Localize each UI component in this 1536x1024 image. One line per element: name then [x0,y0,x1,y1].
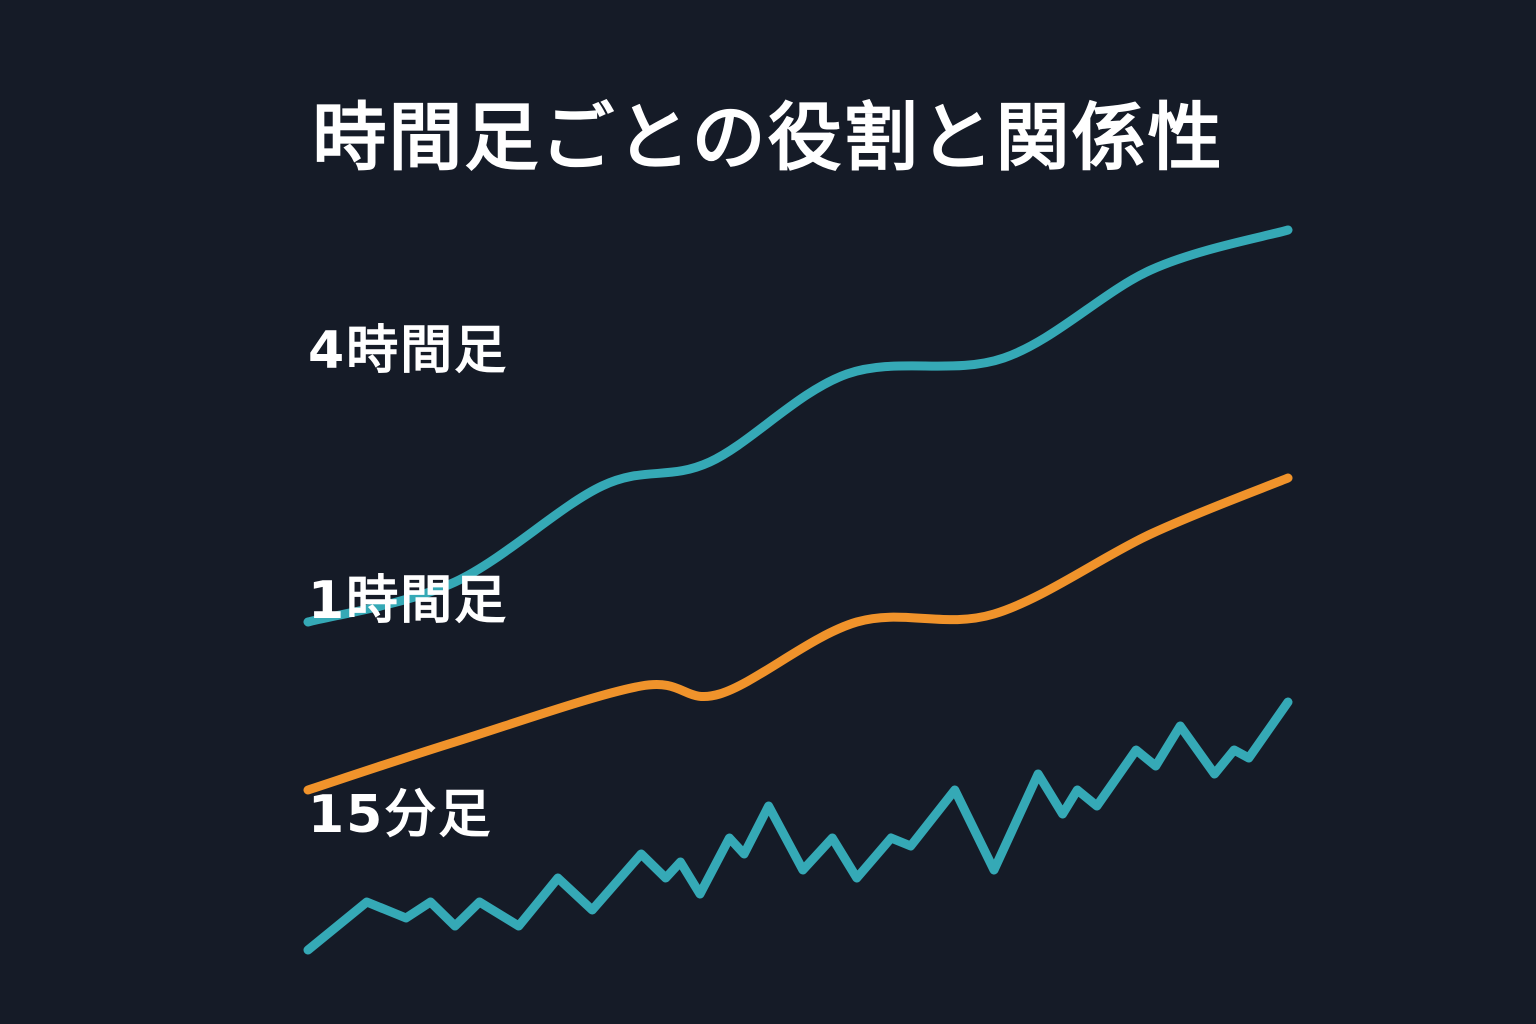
series-label-15m: 15分足 [308,785,493,845]
chart-title: 時間足ごとの役割と関係性 [312,95,1224,181]
series-line-15m [303,697,1293,955]
series-label-1h: 1時間足 [308,571,509,631]
series-line-1h [303,473,1293,795]
series-label-4h: 4時間足 [308,321,509,381]
series-line-4h [303,225,1293,627]
